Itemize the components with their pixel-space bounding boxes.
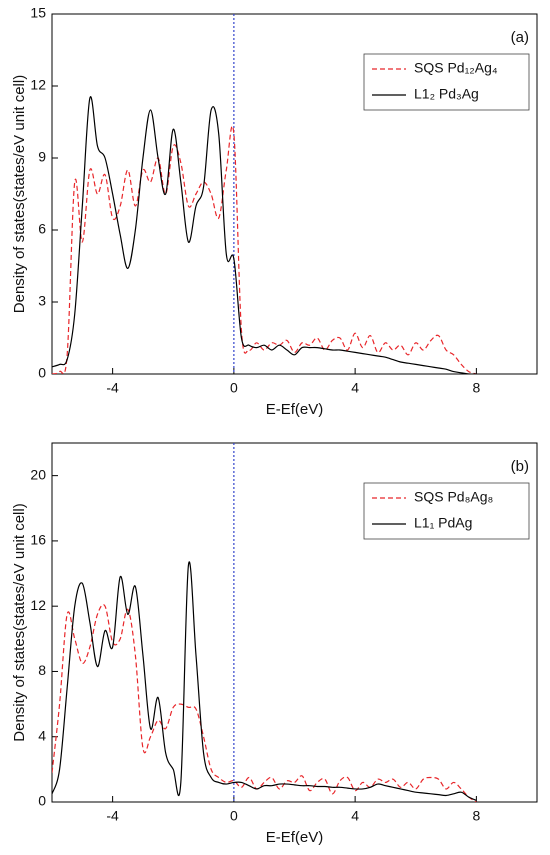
legend-label: SQS Pd₁₂Ag₄ [414, 60, 498, 76]
series-line [52, 96, 477, 374]
y-tick-label: 16 [30, 532, 46, 548]
legend-label: SQS Pd₈Ag₈ [414, 489, 493, 505]
y-tick-label: 15 [30, 5, 46, 21]
x-tick-label: -4 [106, 380, 119, 396]
y-axis-label: Density of states(states/eV unit cell) [11, 75, 28, 313]
x-tick-label: -4 [106, 808, 119, 824]
y-tick-label: 4 [38, 727, 46, 743]
plot-frame [51, 13, 538, 375]
y-tick-label: 0 [38, 365, 46, 381]
y-axis-label: Density of states(states/eV unit cell) [11, 503, 28, 741]
y-tick-label: 0 [38, 793, 46, 809]
y-tick-label: 6 [38, 221, 46, 237]
x-axis-label: E-Ef(eV) [266, 829, 324, 846]
x-tick-label: 0 [230, 380, 238, 396]
legend-label: L1₂ Pd₃Ag [414, 86, 479, 102]
legend-box [363, 53, 530, 111]
plot-frame [51, 442, 538, 803]
legend-box [363, 482, 530, 540]
x-tick-label: 4 [351, 808, 359, 824]
y-tick-label: 12 [30, 77, 46, 93]
y-tick-label: 12 [30, 597, 46, 613]
series-line [52, 603, 477, 802]
y-tick-label: 20 [30, 466, 46, 482]
series-line [52, 561, 477, 801]
panel-label: (b) [511, 458, 529, 475]
x-axis-label: E-Ef(eV) [266, 401, 324, 418]
y-tick-label: 8 [38, 662, 46, 678]
x-tick-label: 4 [351, 380, 359, 396]
legend-label: L1₁ PdAg [414, 515, 472, 531]
y-tick-label: 3 [38, 293, 46, 309]
x-tick-label: 8 [472, 808, 480, 824]
y-tick-label: 9 [38, 149, 46, 165]
x-tick-label: 0 [230, 808, 238, 824]
x-tick-label: 8 [472, 380, 480, 396]
series-line [52, 125, 477, 374]
panel-label: (a) [511, 29, 529, 46]
